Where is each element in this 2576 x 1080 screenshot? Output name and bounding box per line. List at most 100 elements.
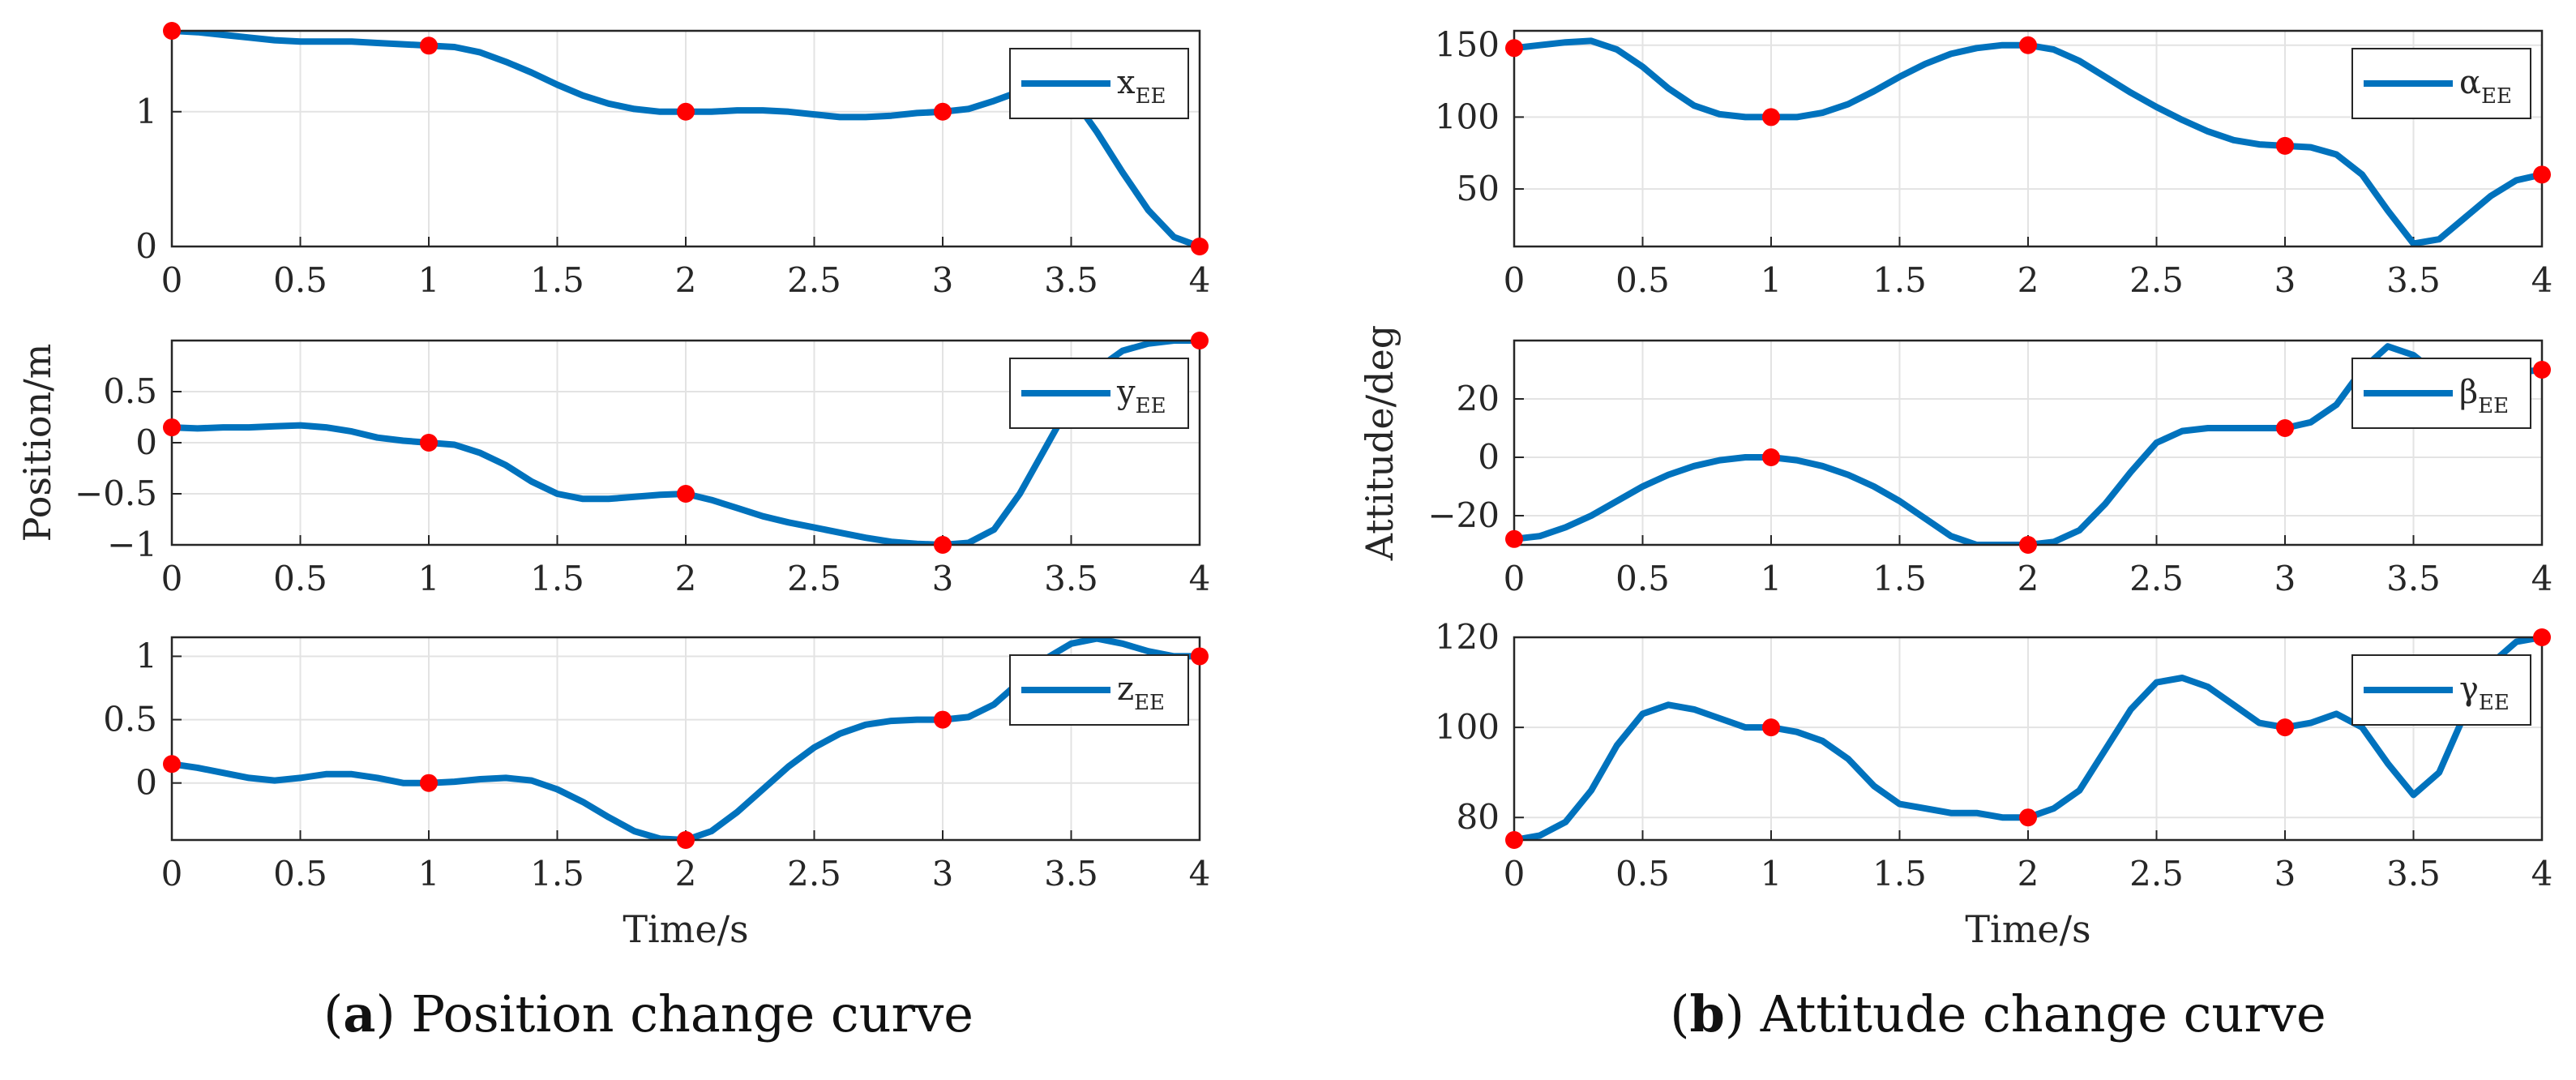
y-axis-label: Position/m xyxy=(15,344,59,542)
x-tick-label: 3.5 xyxy=(2386,559,2441,598)
y-tick-label: 0 xyxy=(135,763,157,803)
x-tick-label: 1.5 xyxy=(530,854,584,894)
x-tick-label: 0.5 xyxy=(1615,559,1670,598)
y-tick-label: 120 xyxy=(1435,617,1500,657)
caption-a-label: a xyxy=(343,984,375,1044)
y-tick-label: 100 xyxy=(1435,96,1500,136)
axes-box xyxy=(170,29,1201,248)
x-tick-label: 2 xyxy=(2018,559,2039,598)
x-tick-label: 3.5 xyxy=(1044,260,1098,300)
subplot-gamma-attitude: 0 0.5 1 1.5 2 2.5 3 3.5 4 80 100 120 γEE Time/s xyxy=(1435,617,2553,951)
waypoint-marker xyxy=(2019,808,2037,827)
waypoint-marker xyxy=(2019,36,2037,54)
legend-symbol: β xyxy=(2459,374,2478,411)
x-tick-label: 4 xyxy=(1189,559,1211,598)
caption-b: (b) Attitude change curve xyxy=(1670,984,2326,1044)
x-tick-label: 4 xyxy=(2531,854,2553,894)
x-tick-label: 0 xyxy=(1504,559,1525,598)
x-tick-label: 0.5 xyxy=(273,260,327,300)
x-tick-label: 3 xyxy=(932,854,954,894)
x-axis-label: Time/s xyxy=(1965,907,2090,951)
legend-label: γEE xyxy=(2459,671,2510,715)
y-tick-label: 20 xyxy=(1457,379,1500,418)
legend-symbol: z xyxy=(1117,671,1134,708)
legend-subscript: EE xyxy=(2479,691,2510,715)
caption-a-text: Position change curve xyxy=(396,984,973,1044)
x-tick-label: 3.5 xyxy=(2386,260,2441,300)
waypoint-marker xyxy=(934,710,952,729)
x-tick-label: 0 xyxy=(161,854,183,894)
subplot-alpha-attitude: 0 0.5 1 1.5 2 2.5 3 3.5 4 50 100 150 αEE xyxy=(1435,25,2553,300)
axes-box xyxy=(1513,636,2544,842)
x-tick-label: 0 xyxy=(161,559,183,598)
waypoint-marker xyxy=(420,434,438,452)
x-tick-label: 0 xyxy=(1504,854,1525,894)
x-tick-label: 4 xyxy=(2531,260,2553,300)
x-tick-label: 3 xyxy=(932,559,954,598)
caption-a: (a) Position change curve xyxy=(323,984,973,1044)
x-tick-label: 4 xyxy=(1189,260,1211,300)
y-tick-label: 1 xyxy=(135,92,157,131)
y-tick-label: −0.5 xyxy=(75,474,157,513)
y-tick-label: 0 xyxy=(135,226,157,266)
legend-subscript: EE xyxy=(1134,691,1165,715)
subplot-x-position: 0 0.5 1 1.5 2 2.5 3 3.5 4 0 1 xEE xyxy=(135,22,1210,300)
y-tick-label: 100 xyxy=(1435,707,1500,747)
x-tick-label: 2.5 xyxy=(787,260,841,300)
legend-symbol: y xyxy=(1116,374,1136,411)
y-tick-label: 150 xyxy=(1435,25,1500,65)
waypoint-marker xyxy=(677,485,695,503)
x-tick-label: 1 xyxy=(418,559,440,598)
waypoint-marker xyxy=(420,36,438,55)
legend-label: yEE xyxy=(1116,374,1166,418)
x-tick-label: 0.5 xyxy=(273,559,327,598)
waypoint-marker xyxy=(1762,108,1780,126)
x-tick-label: 1.5 xyxy=(1872,854,1927,894)
figure-captions: (a) Position change curve (b) Attitude c… xyxy=(323,984,2326,1044)
x-tick-label: 2.5 xyxy=(2129,559,2184,598)
axes-box xyxy=(1513,29,2544,248)
x-tick-label: 1.5 xyxy=(530,559,584,598)
x-tick-label: 4 xyxy=(1189,854,1211,894)
waypoint-marker xyxy=(420,774,438,792)
waypoint-marker xyxy=(2019,536,2037,554)
waypoint-marker xyxy=(2533,165,2551,184)
x-tick-label: 3 xyxy=(2274,854,2296,894)
y-tick-label: 50 xyxy=(1457,169,1500,208)
waypoint-marker xyxy=(1762,718,1780,737)
waypoint-marker xyxy=(2533,628,2551,646)
x-tick-label: 2 xyxy=(675,559,697,598)
waypoint-marker xyxy=(1505,39,1523,58)
subplot-y-position: 0 0.5 1 1.5 2 2.5 3 3.5 4 −1 −0.5 0 0.5 yEE Position/m xyxy=(15,332,1210,598)
x-axis-label: Time/s xyxy=(623,907,748,951)
x-tick-label: 1 xyxy=(418,260,440,300)
x-tick-label: 1 xyxy=(1761,854,1782,894)
x-tick-label: 1.5 xyxy=(1872,559,1927,598)
x-tick-label: 0 xyxy=(1504,260,1525,300)
waypoint-marker xyxy=(163,22,181,40)
x-tick-label: 3 xyxy=(2274,559,2296,598)
y-tick-label: 0.5 xyxy=(103,700,157,739)
y-tick-label: −20 xyxy=(1427,495,1500,535)
waypoint-marker xyxy=(163,755,181,774)
x-tick-label: 1 xyxy=(418,854,440,894)
subplot-z-position: 0 0.5 1 1.5 2 2.5 3 3.5 4 0 0.5 1 zEE Time/s xyxy=(103,636,1210,951)
y-axis-label: Attitude/deg xyxy=(1358,325,1401,562)
y-tick-label: 0 xyxy=(135,422,157,462)
x-tick-label: 0.5 xyxy=(1615,854,1670,894)
waypoint-marker xyxy=(934,536,952,554)
y-tick-label: 80 xyxy=(1457,797,1500,837)
x-tick-label: 0 xyxy=(161,260,183,300)
x-tick-label: 3.5 xyxy=(2386,854,2441,894)
x-tick-label: 2.5 xyxy=(2129,260,2184,300)
x-tick-label: 3.5 xyxy=(1044,559,1098,598)
legend-symbol: α xyxy=(2459,64,2481,101)
x-tick-label: 1 xyxy=(1761,559,1782,598)
y-tick-label: −1 xyxy=(107,525,157,564)
x-tick-label: 1.5 xyxy=(1872,260,1927,300)
x-tick-label: 2 xyxy=(675,260,697,300)
waypoint-marker xyxy=(677,102,695,121)
x-tick-label: 2.5 xyxy=(787,854,841,894)
